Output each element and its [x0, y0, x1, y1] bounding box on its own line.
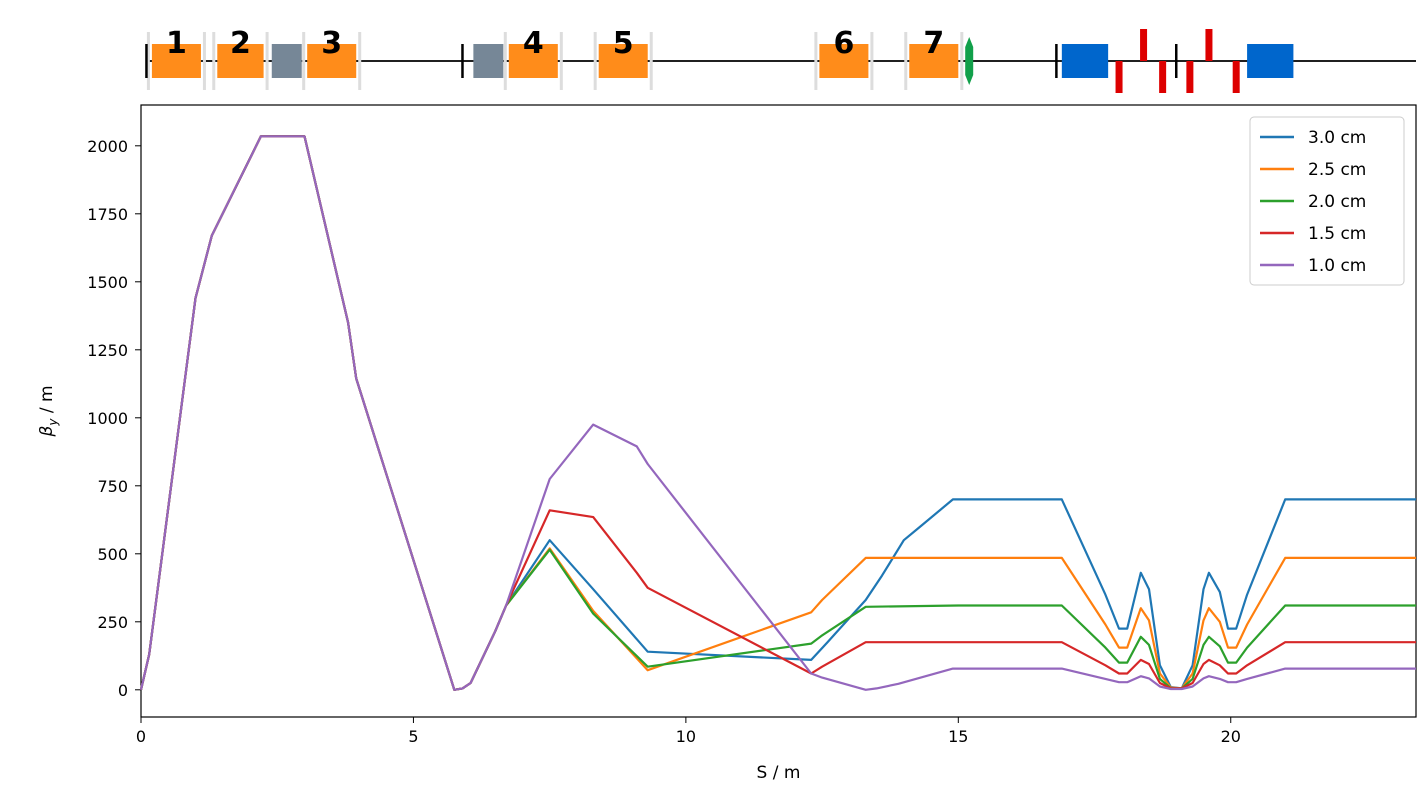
legend-entry: 1.5 cm [1308, 224, 1366, 244]
dipole-support [358, 32, 362, 90]
dipole-support [649, 32, 653, 90]
dipole-label: 5 [613, 26, 634, 61]
dipole-magnet [151, 44, 201, 78]
red-element-down [1232, 61, 1240, 93]
dipole-magnet [307, 44, 357, 78]
y-tick-label: 750 [97, 477, 128, 496]
dipole-support [202, 32, 206, 90]
y-tick-label: 500 [97, 545, 128, 564]
dipole-support [146, 32, 150, 90]
red-element-down [1159, 61, 1167, 93]
dipole-support [212, 32, 216, 90]
series-line-2-5-cm [139, 135, 1416, 691]
x-tick-label: 15 [948, 727, 968, 746]
dipole-label: 2 [230, 26, 251, 61]
x-tick-label: 10 [676, 727, 696, 746]
red-element-up [1205, 29, 1213, 61]
series-line-3-0-cm [139, 135, 1416, 691]
legend-entry: 2.0 cm [1308, 192, 1366, 212]
dipole-magnet [819, 44, 869, 78]
red-element-down [1186, 61, 1194, 93]
dipole-support [559, 32, 563, 90]
blue-element [1247, 44, 1294, 78]
x-tick-label: 0 [136, 727, 146, 746]
dipole-support [960, 32, 964, 90]
y-axis-label-unit: / m [37, 385, 57, 418]
y-tick-label: 1000 [87, 409, 128, 428]
dipole-support [265, 32, 269, 90]
legend-entry: 2.5 cm [1308, 160, 1366, 180]
dipole-magnet [598, 44, 648, 78]
dipole-label: 4 [523, 26, 544, 61]
y-tick-label: 1500 [87, 273, 128, 292]
series-line-2-0-cm [139, 135, 1416, 691]
dipole-label: 6 [833, 26, 854, 61]
dipole-magnet [508, 44, 558, 78]
x-axis-label: S / m [757, 763, 801, 783]
series-lines [139, 135, 1416, 691]
y-tick-label: 2000 [87, 137, 128, 156]
green-lens-marker [965, 37, 974, 85]
x-tick-label: 20 [1221, 727, 1241, 746]
beamline-schematic: 1 2 3 4 5 6 7 [145, 26, 1416, 93]
legend-entry: 1.0 cm [1308, 256, 1366, 276]
dipole-label: 7 [923, 26, 944, 61]
y-tick-label: 1750 [87, 205, 128, 224]
dipole-magnet [909, 44, 959, 78]
dipole-label: 1 [166, 26, 187, 61]
y-axis-label-symbol: β [37, 426, 57, 438]
plot-axes: 0 5 10 15 20 0 250 500 750 1000 1250 1500 1750 2000 [87, 104, 1417, 746]
x-tick-label: 5 [408, 727, 418, 746]
plot-frame [140, 104, 1417, 718]
gray-element [271, 44, 302, 78]
legend: 3.0 cm 2.5 cm 2.0 cm 1.5 cm 1.0 cm [1249, 116, 1405, 286]
dipole-support [593, 32, 597, 90]
y-axis-label: βy / m [37, 385, 60, 437]
red-element-down [1115, 61, 1123, 93]
series-line-1-5-cm [139, 135, 1416, 691]
y-tick-label: 0 [118, 681, 128, 700]
series-line-1-0-cm [139, 135, 1416, 691]
dipole-label: 3 [321, 26, 342, 61]
dipole-support [503, 32, 507, 90]
y-tick-label: 250 [97, 613, 128, 632]
legend-box [1249, 116, 1405, 286]
dipole-support [302, 32, 306, 90]
y-axis-label-subscript: y [46, 418, 60, 427]
dipole-support [904, 32, 908, 90]
dipole-support [814, 32, 818, 90]
legend-entry: 3.0 cm [1308, 128, 1366, 148]
gray-element [473, 44, 504, 78]
dipole-support [870, 32, 874, 90]
blue-element [1061, 44, 1109, 78]
dipole-magnet [217, 44, 264, 78]
y-tick-label: 1250 [87, 341, 128, 360]
red-element-up [1140, 29, 1148, 61]
